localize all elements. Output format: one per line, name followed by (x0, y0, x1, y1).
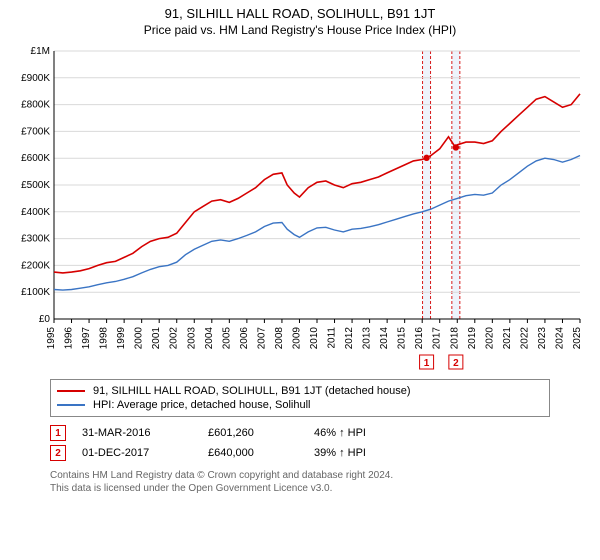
svg-text:2005: 2005 (221, 327, 232, 350)
svg-text:2020: 2020 (484, 327, 495, 350)
svg-text:£1M: £1M (31, 46, 50, 57)
footer-line1: Contains HM Land Registry data © Crown c… (50, 469, 550, 482)
sale-date: 01-DEC-2017 (82, 447, 192, 459)
svg-text:2007: 2007 (256, 327, 267, 350)
svg-text:2014: 2014 (379, 327, 390, 350)
svg-text:£100K: £100K (21, 287, 50, 298)
svg-text:2004: 2004 (204, 327, 215, 350)
svg-text:£900K: £900K (21, 73, 50, 84)
svg-text:2009: 2009 (291, 327, 302, 350)
svg-text:£0: £0 (39, 314, 51, 325)
svg-text:£800K: £800K (21, 100, 50, 111)
sale-row: 1 31-MAR-2016 £601,260 46% ↑ HPI (50, 423, 550, 443)
sale-delta: 46% ↑ HPI (314, 427, 366, 439)
svg-text:1997: 1997 (81, 327, 92, 350)
svg-text:2001: 2001 (151, 327, 162, 350)
svg-text:2017: 2017 (432, 327, 443, 350)
legend-label: HPI: Average price, detached house, Soli… (93, 399, 311, 411)
page-subtitle: Price paid vs. HM Land Registry's House … (10, 23, 590, 37)
sale-badge: 1 (50, 425, 66, 441)
svg-text:2006: 2006 (239, 327, 250, 350)
sale-badge: 2 (50, 445, 66, 461)
sale-date: 31-MAR-2016 (82, 427, 192, 439)
legend-item: HPI: Average price, detached house, Soli… (57, 398, 543, 412)
svg-text:2022: 2022 (519, 327, 530, 350)
svg-text:2015: 2015 (397, 327, 408, 350)
sale-events: 1 31-MAR-2016 £601,260 46% ↑ HPI 2 01-DEC-201… (50, 423, 550, 463)
svg-text:1999: 1999 (116, 327, 127, 350)
svg-text:2013: 2013 (362, 327, 373, 350)
legend-swatch (57, 404, 85, 406)
sale-row: 2 01-DEC-2017 £640,000 39% ↑ HPI (50, 443, 550, 463)
svg-text:£200K: £200K (21, 260, 50, 271)
legend-item: 91, SILHILL HALL ROAD, SOLIHULL, B91 1JT… (57, 384, 543, 398)
footer: Contains HM Land Registry data © Crown c… (50, 469, 550, 495)
svg-text:2016: 2016 (414, 327, 425, 350)
svg-text:£600K: £600K (21, 153, 50, 164)
sale-delta: 39% ↑ HPI (314, 447, 366, 459)
legend-swatch (57, 390, 85, 392)
svg-text:1996: 1996 (64, 327, 75, 350)
sale-price: £640,000 (208, 447, 298, 459)
svg-text:2019: 2019 (467, 327, 478, 350)
svg-text:2021: 2021 (502, 327, 513, 350)
svg-text:2: 2 (453, 358, 459, 369)
page-title: 91, SILHILL HALL ROAD, SOLIHULL, B91 1JT (10, 6, 590, 21)
svg-text:1: 1 (424, 358, 430, 369)
sale-price: £601,260 (208, 427, 298, 439)
svg-text:2023: 2023 (537, 327, 548, 350)
svg-text:2010: 2010 (309, 327, 320, 350)
svg-text:2011: 2011 (327, 327, 338, 349)
svg-text:2002: 2002 (169, 327, 180, 350)
svg-text:2025: 2025 (572, 327, 583, 350)
svg-text:£300K: £300K (21, 234, 50, 245)
svg-text:£400K: £400K (21, 207, 50, 218)
svg-text:2024: 2024 (554, 327, 565, 350)
legend: 91, SILHILL HALL ROAD, SOLIHULL, B91 1JT… (50, 379, 550, 417)
price-chart: £0 £100K £200K £300K £400K £500K £600K £700K £80… (10, 43, 590, 373)
svg-text:1998: 1998 (99, 327, 110, 350)
svg-text:2000: 2000 (134, 327, 145, 350)
svg-text:2003: 2003 (186, 327, 197, 350)
svg-text:1995: 1995 (46, 327, 57, 350)
svg-text:2008: 2008 (274, 327, 285, 350)
svg-text:2018: 2018 (449, 327, 460, 350)
svg-text:£500K: £500K (21, 180, 50, 191)
footer-line2: This data is licensed under the Open Gov… (50, 482, 550, 495)
svg-text:£700K: £700K (21, 126, 50, 137)
legend-label: 91, SILHILL HALL ROAD, SOLIHULL, B91 1JT… (93, 385, 411, 397)
svg-text:2012: 2012 (344, 327, 355, 350)
